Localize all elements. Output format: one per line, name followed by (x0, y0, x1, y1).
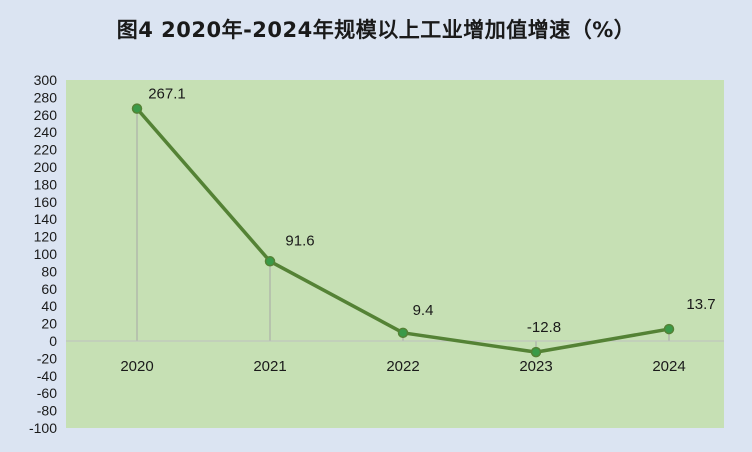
data-label: 13.7 (686, 296, 715, 313)
plot-area (66, 80, 724, 428)
chart-title: 图4 2020年-2024年规模以上工业增加值增速（%） (116, 18, 636, 42)
y-tick-label: -20 (37, 350, 57, 366)
y-tick-label: 180 (34, 176, 58, 192)
data-point (530, 346, 542, 358)
data-label: -12.8 (527, 319, 561, 336)
y-tick-label: 140 (34, 211, 58, 227)
y-tick-label: 80 (41, 263, 57, 279)
data-label: 267.1 (148, 86, 186, 103)
y-tick-label: 300 (34, 72, 58, 88)
y-tick-label: 160 (34, 194, 58, 210)
data-point (131, 103, 143, 114)
x-tick-label: 2023 (519, 358, 552, 375)
y-tick-label: 40 (41, 298, 57, 314)
y-axis-tick-labels: 3002802602402202001801601401201008060402… (29, 72, 57, 436)
y-tick-label: -40 (37, 368, 57, 384)
y-tick-label: 20 (41, 316, 57, 332)
y-tick-label: 220 (34, 142, 58, 158)
y-tick-label: 60 (41, 281, 57, 297)
data-point (397, 327, 409, 339)
data-point (663, 323, 675, 335)
data-labels: 267.1 91.6 9.4 -12.8 13.7 (148, 86, 715, 337)
x-tick-label: 2024 (652, 358, 685, 375)
data-point (264, 256, 276, 267)
x-tick-label: 2021 (253, 358, 286, 375)
y-tick-label: -60 (37, 385, 57, 401)
data-label: 91.6 (285, 232, 314, 249)
data-points (131, 103, 675, 358)
data-label: 9.4 (413, 302, 434, 319)
y-tick-label: 280 (34, 89, 58, 105)
y-tick-label: -100 (29, 420, 57, 436)
y-tick-label: -80 (37, 403, 57, 419)
y-tick-label: 200 (34, 159, 58, 175)
y-tick-label: 120 (34, 229, 58, 245)
y-tick-label: 240 (34, 124, 58, 140)
y-tick-label: 100 (34, 246, 58, 262)
x-tick-label: 2020 (120, 358, 153, 375)
x-axis-tick-labels: 2020 2021 2022 2023 2024 (120, 358, 685, 375)
y-tick-label: 260 (34, 107, 58, 123)
x-tick-label: 2022 (386, 358, 419, 375)
y-tick-label: 0 (49, 333, 57, 349)
